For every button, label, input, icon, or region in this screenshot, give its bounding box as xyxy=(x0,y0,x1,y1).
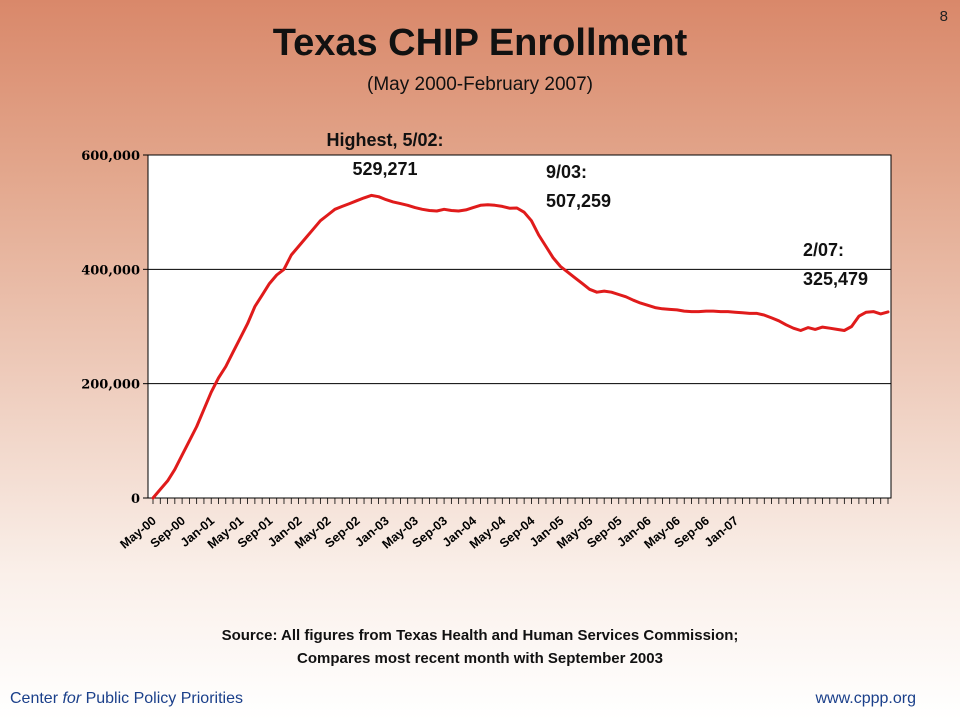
peak-annotation-label: Highest, 5/02: xyxy=(326,130,444,150)
feb07-annotation-label: 2/07: xyxy=(803,240,845,260)
sep03-annotation-label: 9/03: xyxy=(546,162,588,182)
footer-org-name: Center for Public Policy Priorities xyxy=(10,690,243,708)
y-axis: 0 200,000 400,000 600,000 xyxy=(81,149,148,507)
y-tick-label: 400,000 xyxy=(81,263,140,278)
chart-series xyxy=(151,193,890,500)
source-note: Source: All figures from Texas Health an… xyxy=(0,624,960,670)
feb07-annotation: 2/07: 325,479 xyxy=(803,236,868,294)
chart-title: Texas CHIP Enrollment xyxy=(272,22,688,64)
plot-area xyxy=(147,154,892,499)
sep03-annotation: 9/03: 507,259 xyxy=(546,158,611,216)
footer-org-suffix: Public Policy Priorities xyxy=(81,690,243,707)
y-tick-label: 0 xyxy=(131,492,140,507)
y-tick-label: 200,000 xyxy=(81,378,140,393)
chart-subtitle: (May 2000-February 2007) xyxy=(367,74,593,95)
source-line-1: Source: All figures from Texas Health an… xyxy=(221,627,739,644)
source-line-2: Compares most recent month with Septembe… xyxy=(297,650,663,667)
footer-org-italic: for xyxy=(62,690,82,707)
footer-website[interactable]: www.cppp.org xyxy=(815,690,917,707)
feb07-annotation-value: 325,479 xyxy=(803,269,869,289)
slide-number: 8 xyxy=(939,8,948,25)
x-tick-label: Jan-07 xyxy=(702,514,741,550)
sep03-annotation-value: 507,259 xyxy=(546,191,612,211)
enrollment-line xyxy=(151,193,890,500)
peak-annotation-value: 529,271 xyxy=(352,159,418,179)
peak-annotation: Highest, 5/02: 529,271 xyxy=(300,126,470,184)
footer-org-prefix: Center xyxy=(10,690,63,707)
y-tick-label: 600,000 xyxy=(81,149,140,164)
x-axis: May-00Sep-00Jan-01May-01Sep-01Jan-02May-… xyxy=(117,498,889,552)
chart-grid xyxy=(147,154,892,499)
